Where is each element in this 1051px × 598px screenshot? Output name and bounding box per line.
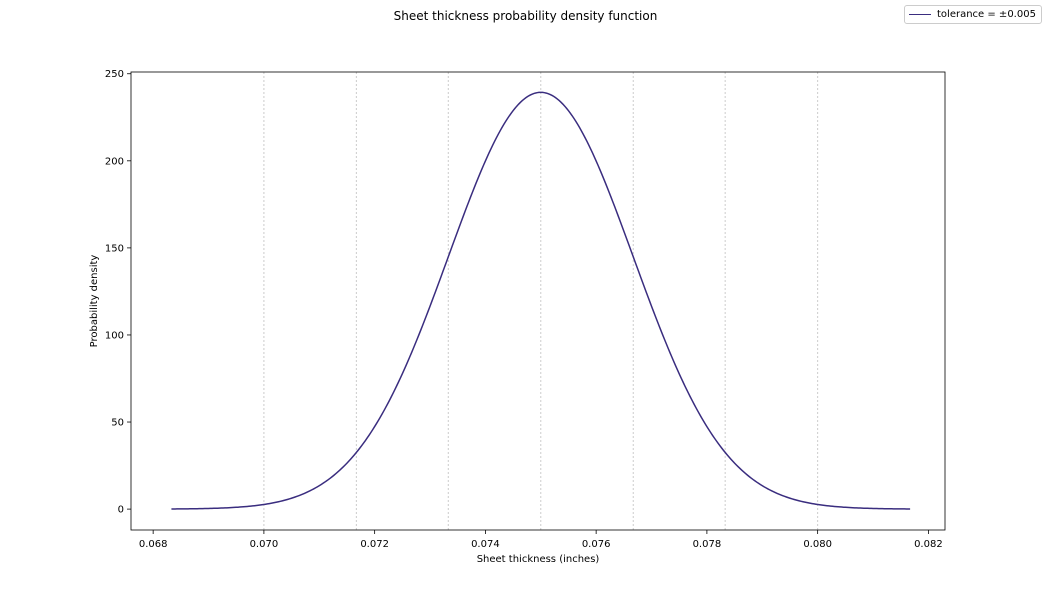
x-tick-label-0: 0.068 (139, 539, 168, 550)
legend: tolerance = ±0.005 (904, 5, 1042, 24)
x-axis: 0.068 0.070 0.072 0.074 0.076 0.078 0.080 0.082 (139, 530, 943, 550)
x-axis-label: Sheet thickness (inches) (477, 554, 600, 565)
y-tick-label-4: 200 (105, 156, 124, 167)
y-tick-label-5: 250 (105, 69, 124, 80)
x-tick-label-4: 0.076 (582, 539, 611, 550)
x-tick-label-6: 0.080 (803, 539, 832, 550)
plot-frame (130, 71, 946, 531)
y-axis: 0 50 100 150 200 250 (105, 69, 131, 516)
legend-label: tolerance = ±0.005 (937, 9, 1036, 20)
y-tick-label-1: 50 (111, 418, 124, 429)
y-tick-label-3: 150 (105, 243, 124, 254)
x-tick-label-7: 0.082 (914, 539, 943, 550)
y-tick-label-0: 0 (118, 505, 124, 516)
y-tick-label-2: 100 (105, 330, 124, 341)
x-tick-label-1: 0.070 (250, 539, 279, 550)
x-tick-label-3: 0.074 (471, 539, 500, 550)
x-tick-label-2: 0.072 (360, 539, 389, 550)
chart-title: Sheet thickness probability density func… (393, 9, 658, 23)
x-tick-label-5: 0.078 (693, 539, 722, 550)
series-layer (171, 91, 911, 510)
series-line-0 (171, 91, 911, 510)
legend-swatch (909, 14, 931, 15)
y-axis-label: Probability density (89, 255, 100, 348)
reference-lines (263, 72, 819, 530)
